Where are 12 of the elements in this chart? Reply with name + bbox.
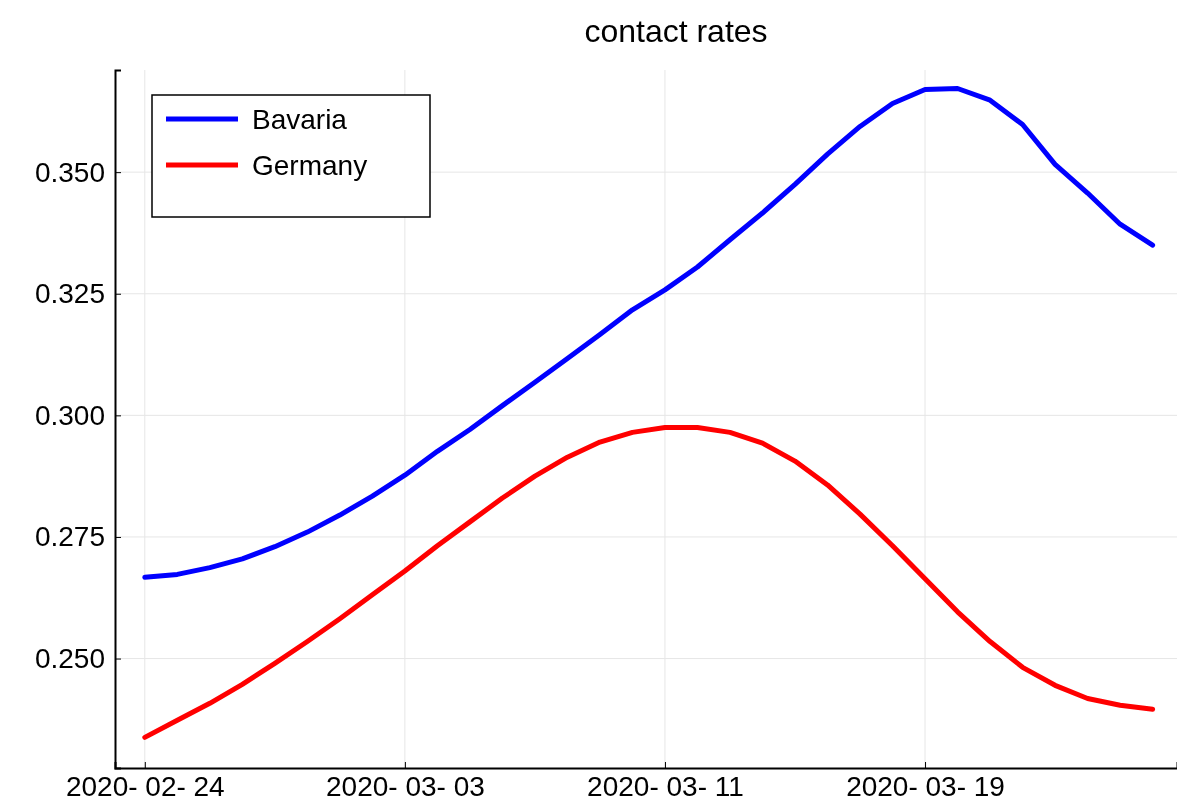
x-tick-label: 2020- 03- 19 [846,770,1005,801]
y-tick-label: 0.275 [34,521,105,553]
chart-title: contact rates [584,13,768,49]
y-tick-label: 0.300 [34,399,105,431]
y-tick-label: 0.325 [34,278,105,310]
y-tick-label: 0.350 [34,156,105,188]
y-tick-label: 0.250 [34,643,105,675]
x-tick-label: 2020- 03- 11 [587,770,744,801]
x-tick-label: 2020- 03- 03 [325,770,485,801]
legend-label: Bavaria [252,104,348,135]
x-tick-label: 2020- 02- 24 [65,770,225,801]
legend-label: Germany [252,150,368,181]
